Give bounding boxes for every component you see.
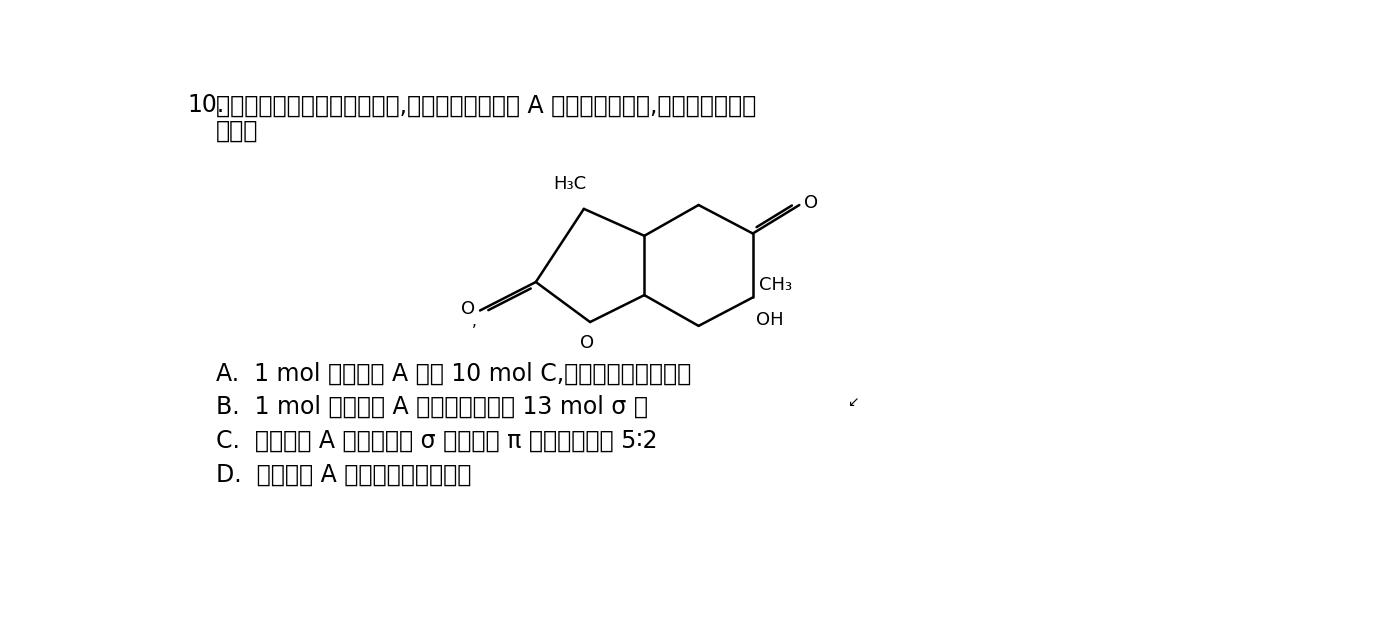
Text: O: O: [803, 193, 819, 212]
Text: 确的是: 确的是: [216, 119, 258, 143]
Text: O: O: [461, 300, 475, 318]
Text: A.  1 mol 芍药内苷 A 含有 10 mol C,且均形成极性共价键: A. 1 mol 芍药内苷 A 含有 10 mol C,且均形成极性共价键: [216, 361, 691, 386]
Text: CH₃: CH₃: [759, 276, 792, 294]
Text: ,: ,: [472, 314, 476, 329]
Text: D.  芍药内苷 A 分子属于非极性分子: D. 芍药内苷 A 分子属于非极性分子: [216, 463, 471, 487]
Text: 芍药是我国著名的中药材之一,其含有的芍药内苷 A 的结构如图所示,下列有关说法正: 芍药是我国著名的中药材之一,其含有的芍药内苷 A 的结构如图所示,下列有关说法正: [216, 94, 756, 117]
Text: ↙: ↙: [848, 395, 859, 409]
Text: O: O: [580, 334, 594, 353]
Text: H₃C: H₃C: [554, 175, 586, 193]
Text: OH: OH: [756, 311, 784, 329]
Text: B.  1 mol 芍药内苷 A 中氢原子共形成 13 mol σ 键: B. 1 mol 芍药内苷 A 中氢原子共形成 13 mol σ 键: [216, 395, 648, 419]
Text: C.  芍药内苷 A 分子中碳氧 σ 键与碳氧 π 键数目之比为 5∶2: C. 芍药内苷 A 分子中碳氧 σ 键与碳氧 π 键数目之比为 5∶2: [216, 429, 658, 453]
Text: 10.: 10.: [187, 94, 224, 117]
